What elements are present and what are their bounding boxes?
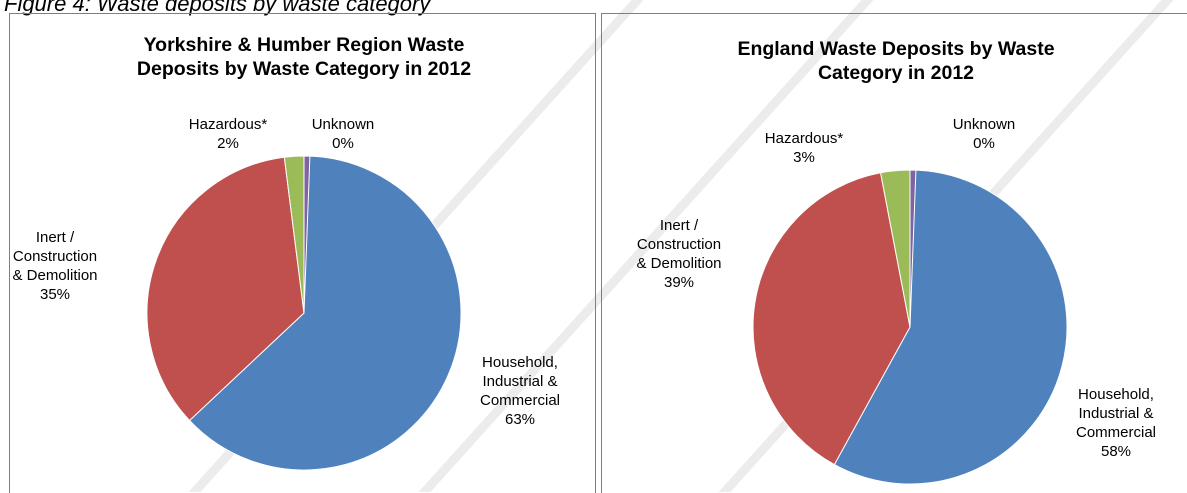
pie-slice [303, 155, 311, 314]
chart-panel-yorkshire: Yorkshire & Humber Region Waste Deposits … [9, 13, 596, 493]
pie-chart-yorkshire: Yorkshire & Humber Region Waste Deposits … [12, 34, 560, 471]
slice-label: Hazardous* 3% [765, 130, 844, 166]
slice-label: Household, Industrial & Commercial 63% [480, 354, 560, 428]
pie-slice [833, 169, 1068, 485]
chart-title: Yorkshire & Humber Region Waste Deposits … [137, 34, 471, 80]
slice-label: Inert / Construction & Demolition 35% [12, 229, 97, 303]
figure-caption: Figure 4: Waste deposits by waste catego… [4, 0, 431, 16]
pie-slice [909, 169, 917, 328]
pie-slice [188, 155, 462, 471]
slice-label: Unknown 0% [953, 116, 1016, 152]
pie-slice [752, 172, 911, 466]
slice-label: Hazardous* 2% [189, 116, 268, 152]
chart-panel-england: England Waste Deposits by Waste Category … [601, 13, 1187, 493]
slice-label: Inert / Construction & Demolition 39% [636, 217, 721, 291]
pie-chart-england: England Waste Deposits by Waste Category … [636, 38, 1156, 485]
slice-label: Unknown 0% [312, 116, 375, 152]
pie-slice [146, 156, 305, 422]
chart-title: England Waste Deposits by Waste Category … [737, 38, 1054, 84]
slice-label: Household, Industrial & Commercial 58% [1076, 386, 1156, 460]
